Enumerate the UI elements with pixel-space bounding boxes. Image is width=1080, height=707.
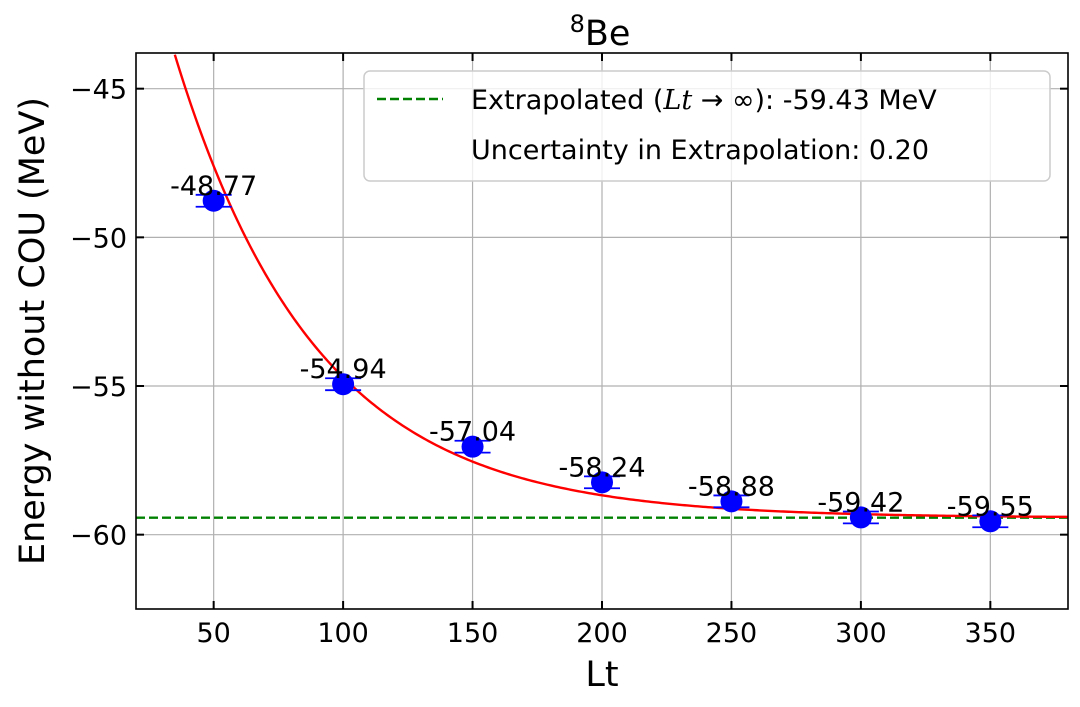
x-tick-label-5: 300	[835, 618, 887, 649]
x-tick-label-6: 350	[965, 618, 1017, 649]
y-tick-label-3: −60	[70, 521, 127, 552]
ticks-layer: 50 100 150 200 250 300 350 −45 −50 −55 −60	[70, 53, 1068, 649]
legend-extrapolated-arrow: → ∞	[692, 85, 754, 116]
data-point-0	[202, 189, 225, 212]
data-label-2: -57.04	[429, 417, 516, 448]
data-label-4: -58.88	[688, 471, 775, 502]
data-point-4	[720, 490, 743, 513]
data-labels-layer: -48.77 -54.94 -57.04 -58.24 -58.88 -59.42 -59.…	[170, 171, 1034, 523]
x-tick-label-3: 200	[576, 618, 628, 649]
legend-extrapolated-prefix: Extrapolated (	[471, 85, 663, 116]
legend-extrapolated-math: Lt	[662, 85, 692, 116]
legend-extrapolated-label: Extrapolated (Lt → ∞): -59.43 MeV	[471, 85, 937, 116]
fit-curve	[173, 54, 1069, 519]
x-tick-label-4: 250	[706, 618, 758, 649]
y-axis-label: Energy without COU (MeV)	[13, 97, 53, 565]
chart-title-superscript: 8	[570, 10, 585, 38]
data-point-5	[849, 506, 872, 529]
data-label-1: -54.94	[300, 354, 387, 385]
legend: Extrapolated (Lt → ∞): -59.43 MeV Uncert…	[363, 70, 1051, 182]
data-points-layer	[195, 189, 1009, 533]
data-label-5: -59.42	[817, 487, 904, 518]
x-tick-label-2: 150	[447, 618, 499, 649]
x-tick-label-1: 100	[317, 618, 369, 649]
legend-box	[363, 70, 1051, 182]
data-point-3	[591, 471, 613, 494]
y-tick-label-1: −50	[70, 223, 127, 254]
x-axis-label: Lt	[585, 655, 618, 695]
x-tick-label-0: 50	[196, 618, 230, 649]
y-tick-label-0: −45	[70, 75, 127, 106]
data-label-6: -59.55	[947, 491, 1034, 522]
data-label-3: -58.24	[558, 452, 645, 483]
legend-uncertainty-label: Uncertainty in Extrapolation: 0.20	[471, 135, 929, 166]
chart-title: 8Be	[570, 10, 631, 54]
chart-title-base: Be	[585, 14, 631, 54]
fit-curve-layer	[173, 54, 1069, 519]
data-point-1	[332, 373, 355, 396]
data-label-0: -48.77	[170, 171, 257, 202]
data-point-6	[979, 510, 1002, 533]
data-point-2	[461, 435, 484, 458]
legend-extrapolated-suffix: ): -59.43 MeV	[755, 85, 938, 116]
y-tick-label-2: −55	[70, 372, 127, 403]
